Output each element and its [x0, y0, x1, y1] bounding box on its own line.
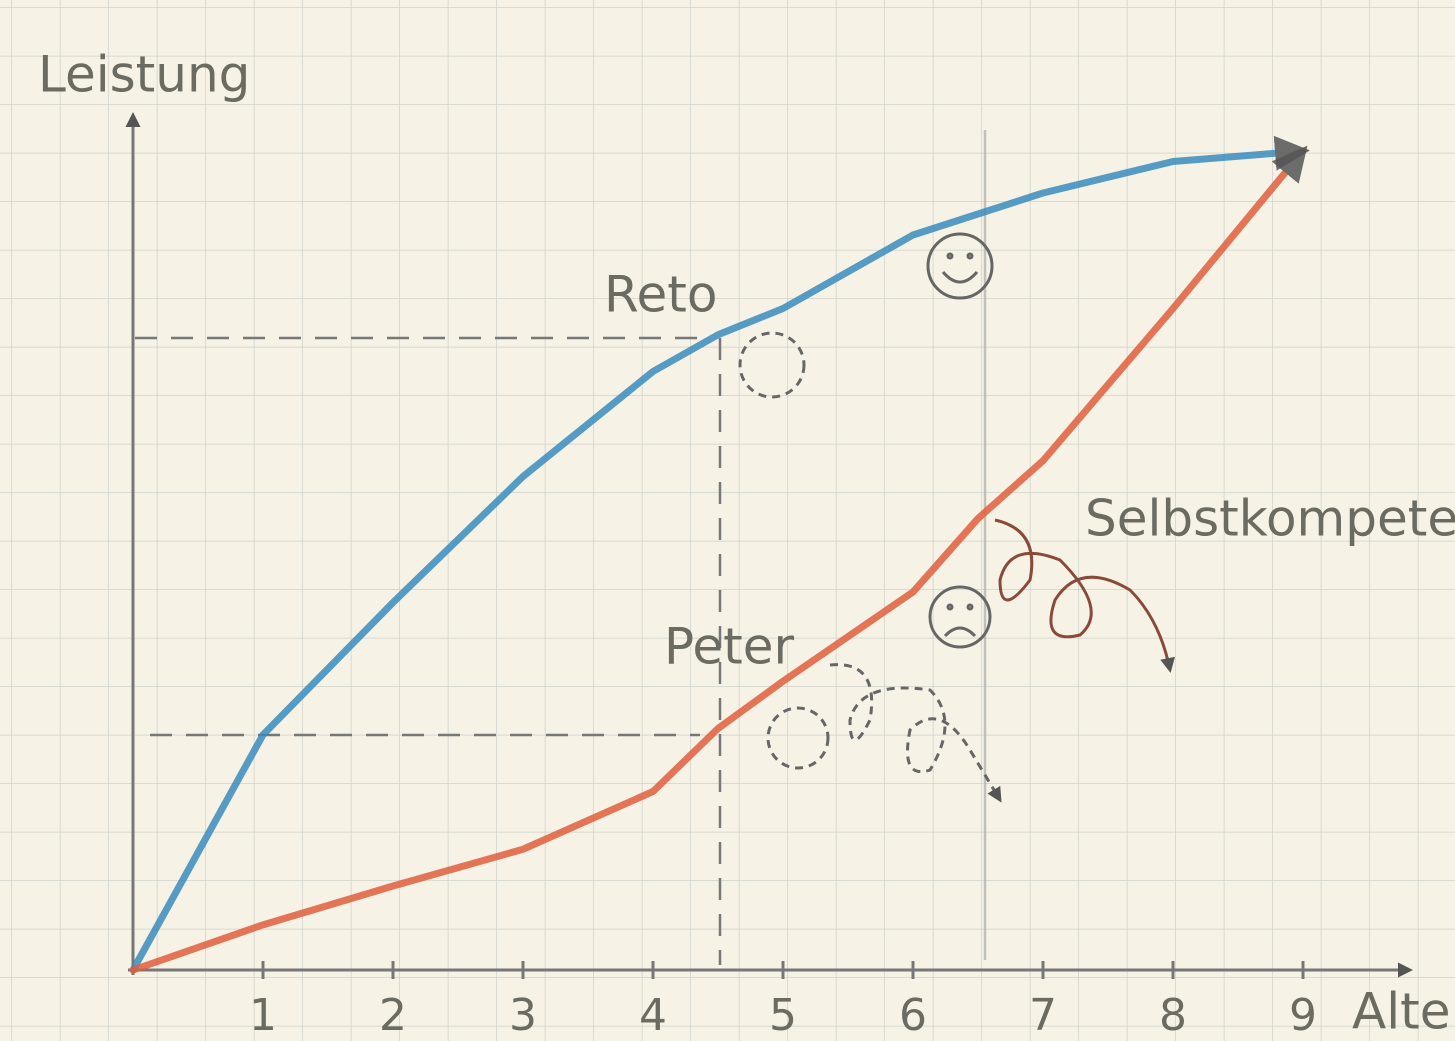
- annotation: Selbstkompetenz: [1085, 490, 1455, 548]
- x-tick-label: 7: [1029, 990, 1057, 1041]
- x-tick-label: 3: [509, 990, 537, 1041]
- decline-arrow: [994, 518, 1175, 673]
- y-axis-label: Leistung: [38, 46, 250, 104]
- smileys: [738, 232, 1002, 803]
- x-axis-label: Alter: [1352, 983, 1455, 1041]
- x-tick-label: 1: [249, 990, 277, 1041]
- series-line: [129, 145, 1308, 974]
- x-tick-label: 5: [769, 990, 797, 1041]
- series-label: Reto: [604, 266, 717, 324]
- series-line: [129, 135, 1310, 974]
- x-tick-label: 9: [1289, 990, 1317, 1041]
- series-label: Peter: [664, 618, 794, 676]
- x-tick-label: 4: [639, 990, 667, 1041]
- x-tick-label: 6: [899, 990, 927, 1041]
- x-tick-label: 2: [379, 990, 407, 1041]
- guides: [135, 130, 987, 965]
- x-tick-label: 8: [1159, 990, 1187, 1041]
